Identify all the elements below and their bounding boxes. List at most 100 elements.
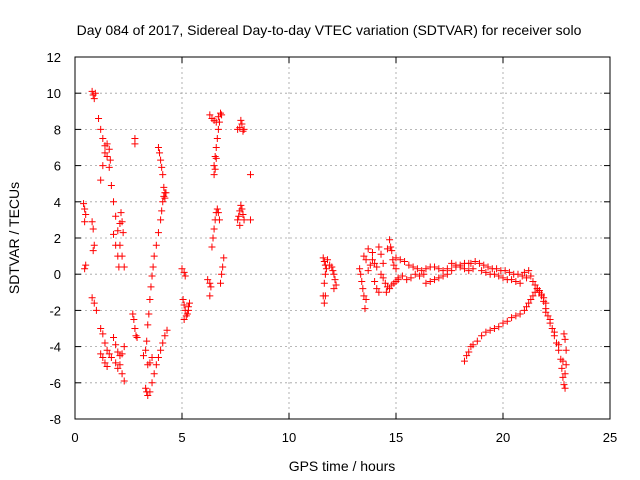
- data-point: [210, 162, 218, 170]
- data-point: [394, 274, 402, 282]
- data-point: [217, 279, 225, 287]
- data-point: [529, 277, 537, 285]
- data-point: [512, 277, 520, 285]
- data-point: [120, 343, 128, 351]
- data-point: [426, 277, 434, 285]
- data-point: [548, 325, 556, 332]
- data-point: [160, 192, 168, 200]
- y-tick-label: 0: [54, 267, 61, 282]
- data-point: [559, 373, 567, 381]
- data-point: [146, 359, 154, 367]
- data-point: [388, 247, 396, 255]
- data-point: [218, 270, 226, 278]
- data-point: [525, 267, 533, 275]
- data-point: [373, 285, 381, 293]
- data-point: [206, 279, 214, 287]
- data-point: [499, 274, 507, 282]
- data-point: [529, 292, 537, 300]
- data-point: [207, 283, 215, 291]
- data-point: [356, 265, 364, 273]
- data-point: [106, 156, 114, 164]
- data-point: [162, 189, 170, 197]
- data-point: [330, 270, 338, 278]
- data-point: [182, 312, 190, 320]
- data-point: [328, 263, 336, 271]
- data-point: [101, 339, 109, 347]
- y-tick-label: 10: [47, 86, 61, 101]
- data-point: [478, 267, 486, 275]
- data-point: [89, 225, 97, 233]
- data-point: [110, 334, 118, 342]
- data-point: [238, 205, 246, 213]
- data-point: [544, 312, 552, 320]
- data-point: [152, 361, 160, 369]
- data-point: [154, 353, 162, 361]
- axis-ticks: 0 5 10 15 20 25 -8 -6 -4 -2 0 2 4 6 8 10 12: [47, 50, 618, 445]
- x-tick-label: 20: [496, 430, 510, 445]
- data-point: [435, 265, 443, 273]
- data-point: [114, 227, 122, 235]
- data-point: [214, 209, 222, 217]
- data-point: [362, 256, 370, 264]
- data-point: [362, 296, 370, 304]
- data-point: [143, 337, 151, 345]
- data-point: [148, 272, 156, 280]
- data-point: [503, 317, 511, 325]
- data-point: [361, 305, 369, 313]
- data-point: [237, 116, 245, 124]
- data-point: [144, 321, 152, 329]
- y-tick-label: 2: [54, 231, 61, 246]
- data-point: [236, 124, 244, 132]
- data-point: [149, 263, 157, 271]
- data-point: [213, 205, 221, 213]
- data-point: [213, 134, 221, 142]
- data-point: [117, 209, 125, 217]
- data-point: [116, 361, 124, 369]
- data-point: [150, 370, 158, 378]
- data-point: [131, 140, 139, 148]
- data-point: [460, 265, 468, 273]
- data-point: [212, 118, 220, 126]
- data-point: [148, 353, 156, 361]
- data-point: [90, 95, 98, 103]
- data-point: [158, 207, 166, 215]
- data-point: [119, 229, 127, 237]
- y-tick-label: -2: [49, 303, 61, 318]
- data-point: [562, 361, 570, 369]
- data-point: [110, 198, 118, 206]
- x-tick-label: 15: [389, 430, 403, 445]
- data-point: [373, 263, 381, 271]
- data-point: [535, 286, 543, 294]
- data-point: [91, 89, 99, 97]
- data-point: [322, 265, 330, 273]
- data-point: [120, 377, 128, 385]
- data-point: [331, 276, 339, 284]
- data-point: [97, 176, 105, 184]
- data-point: [99, 353, 107, 361]
- data-point: [518, 272, 526, 280]
- x-tick-label: 0: [71, 430, 78, 445]
- data-point: [469, 341, 477, 349]
- data-point: [82, 261, 90, 269]
- data-point: [467, 259, 475, 267]
- data-point: [215, 216, 223, 224]
- data-point: [110, 230, 118, 238]
- data-point: [235, 212, 243, 220]
- data-point: [561, 384, 569, 392]
- data-point: [499, 319, 507, 327]
- data-point: [99, 330, 107, 338]
- data-point: [88, 294, 96, 302]
- data-point: [246, 216, 254, 224]
- data-point: [115, 263, 123, 271]
- x-tick-label: 10: [282, 430, 296, 445]
- data-point: [146, 296, 154, 304]
- data-point: [375, 243, 383, 251]
- data-point: [411, 270, 419, 278]
- data-point: [157, 156, 165, 164]
- data-point: [220, 254, 228, 262]
- data-point: [320, 299, 328, 307]
- data-point: [219, 263, 227, 271]
- data-point: [435, 274, 443, 282]
- data-point: [527, 272, 535, 280]
- data-point: [495, 323, 503, 331]
